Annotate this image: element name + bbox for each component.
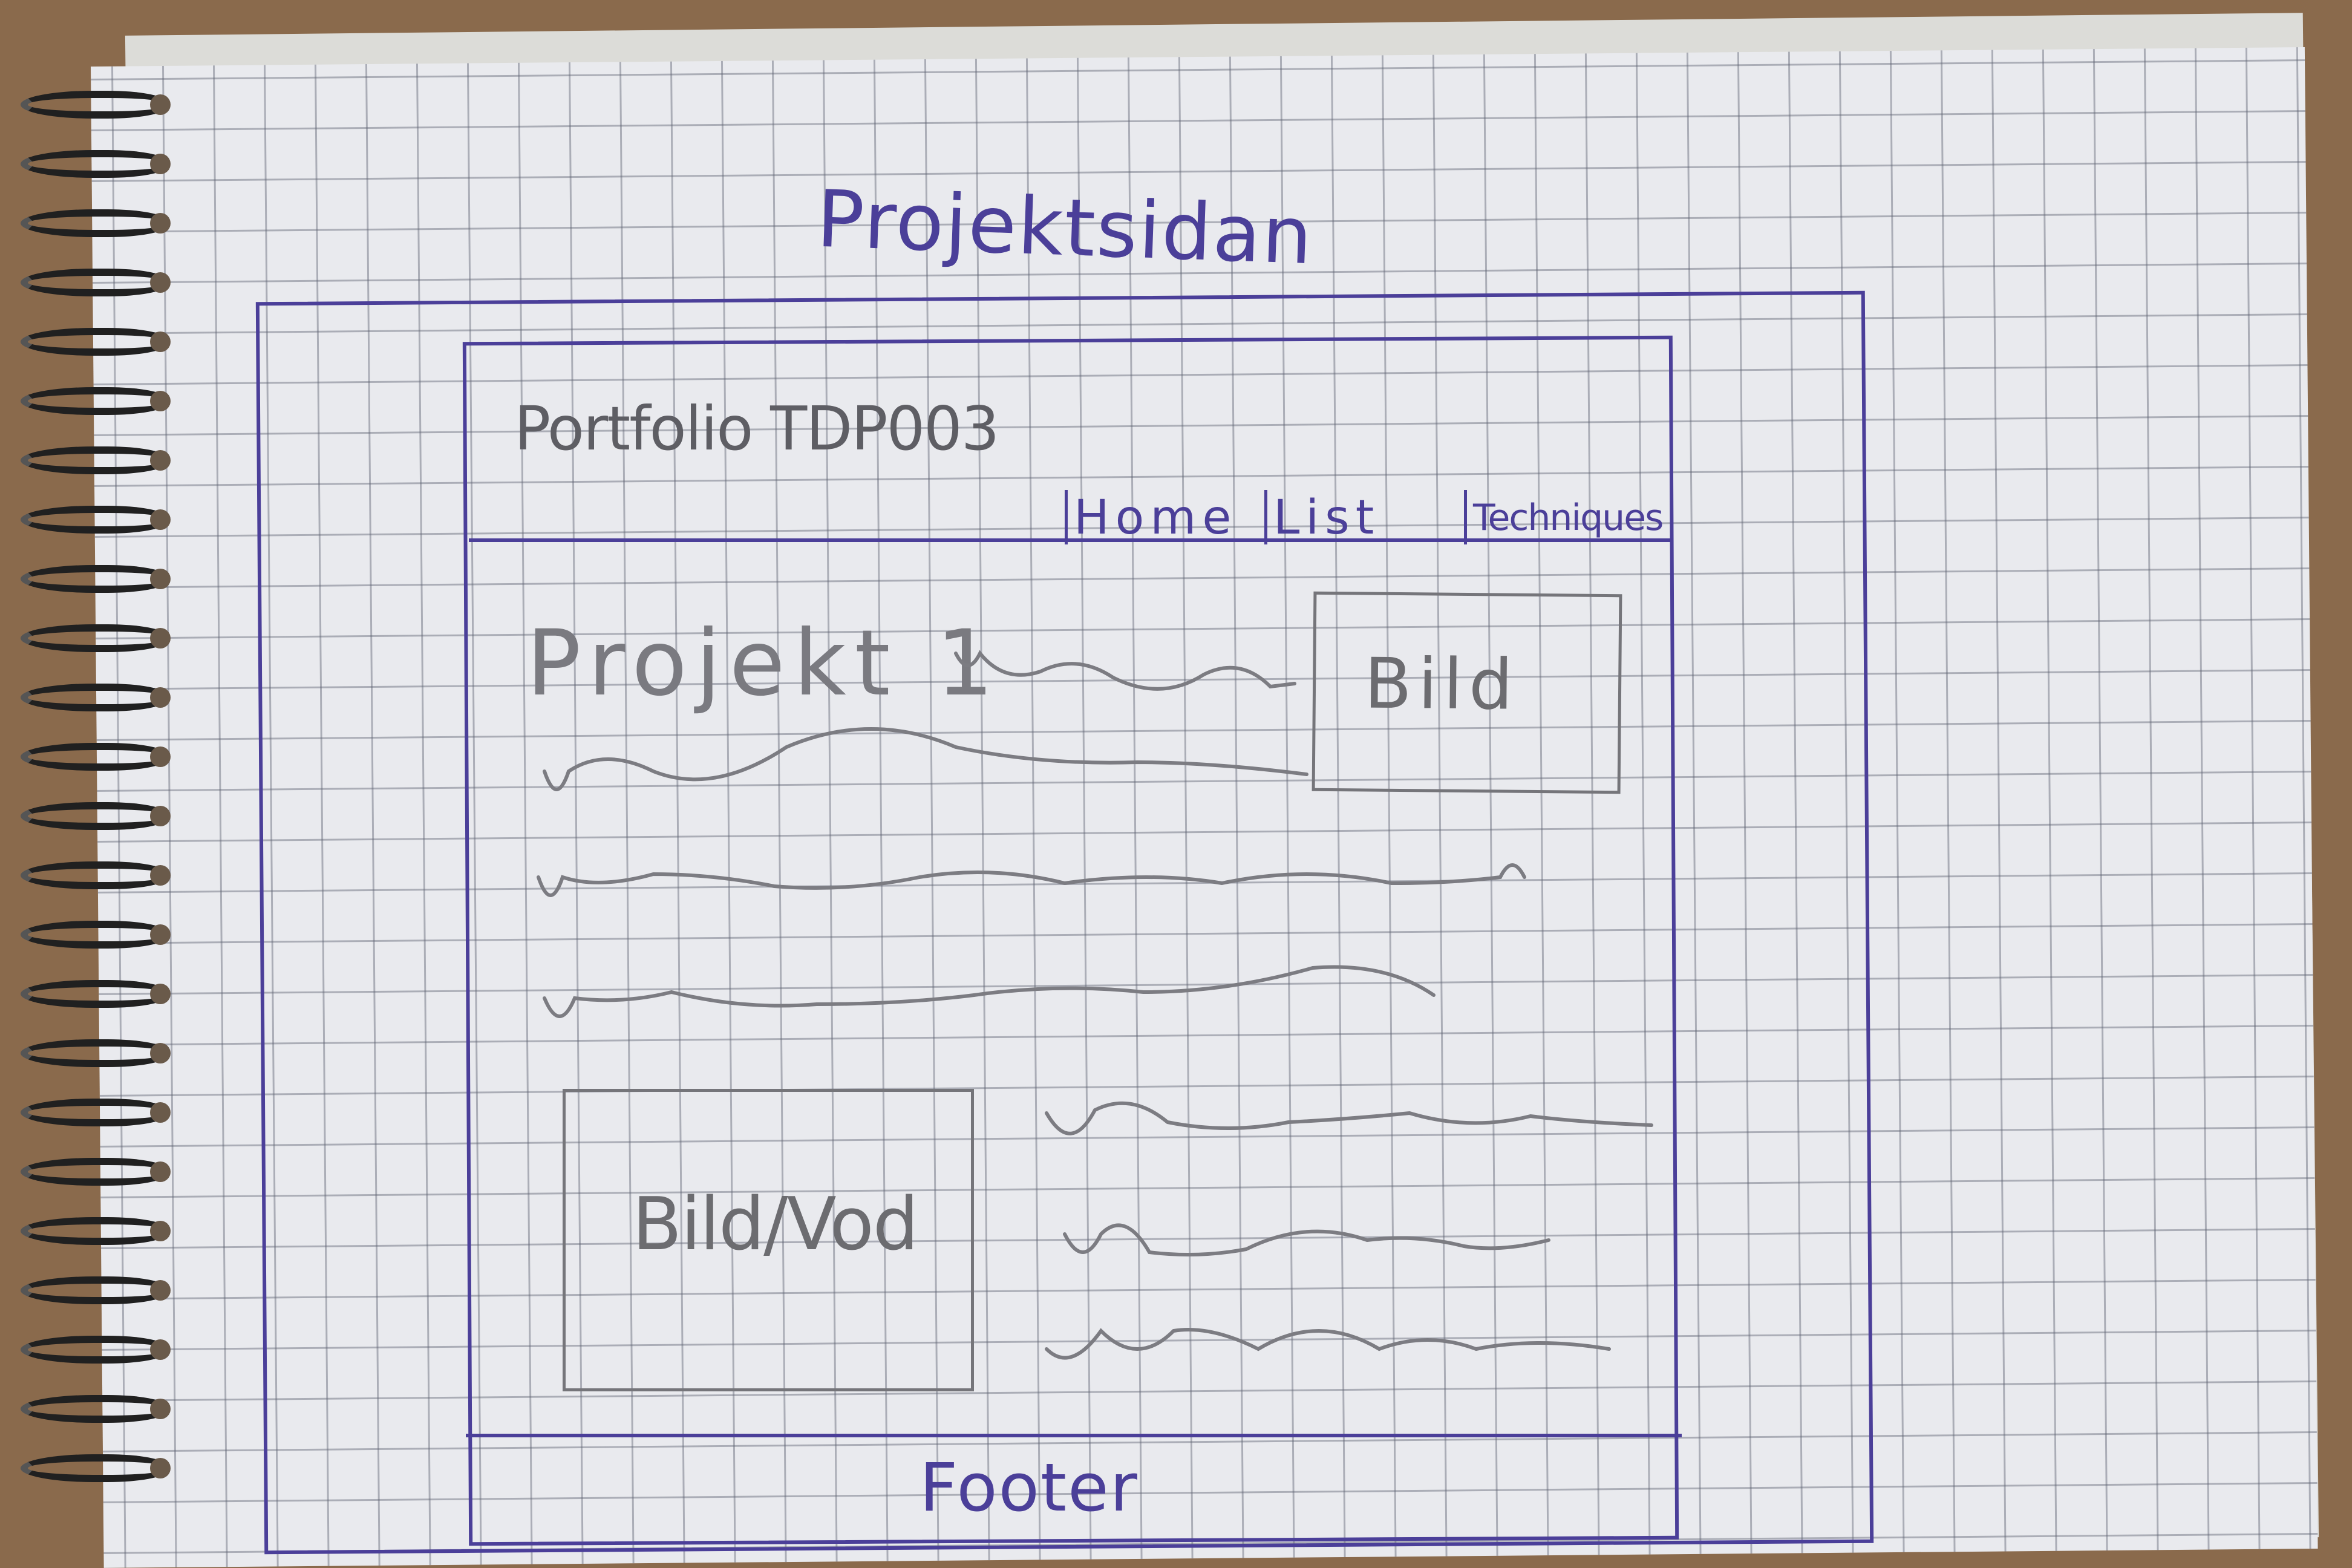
binding-hole: [150, 1161, 171, 1182]
text-line-5: [1045, 1101, 1653, 1135]
spiral-binding: [0, 91, 181, 1568]
media-placeholder: Bild/Vod: [563, 1089, 974, 1391]
binding-hole: [150, 213, 171, 234]
binding-hole: [150, 1339, 171, 1360]
binding-hole: [150, 509, 171, 530]
media-placeholder-label: Bild/Vod: [632, 1183, 919, 1267]
text-line-3: [537, 863, 1526, 897]
footer-label: Footer: [920, 1449, 1138, 1526]
binding-hole: [150, 1043, 171, 1063]
binding-hole: [150, 391, 171, 411]
nav-bar: Home List Techniques: [1065, 490, 1670, 545]
header-divider: [469, 538, 1673, 542]
binding-hole: [150, 746, 171, 767]
project-heading: Projekt 1: [526, 611, 1002, 716]
binding-hole: [150, 865, 171, 886]
binding-hole: [150, 1102, 171, 1123]
binding-hole: [150, 1399, 171, 1419]
text-line-1: [954, 650, 1296, 691]
binding-hole: [150, 984, 171, 1004]
nav-home[interactable]: Home: [1065, 490, 1264, 545]
binding-hole: [150, 1458, 171, 1478]
binding-hole: [150, 272, 171, 293]
binding-hole: [150, 332, 171, 352]
binding-hole: [150, 450, 171, 471]
binding-hole: [150, 1221, 171, 1241]
nav-techniques[interactable]: Techniques: [1464, 490, 1670, 544]
text-line-4: [543, 965, 1436, 1018]
binding-hole: [150, 1280, 171, 1301]
text-line-7: [1045, 1328, 1611, 1360]
text-line-6: [1063, 1223, 1550, 1256]
binding-hole: [150, 628, 171, 648]
spiral-coil: [21, 269, 166, 296]
nav-list[interactable]: List: [1264, 490, 1464, 545]
footer-divider: [466, 1434, 1682, 1437]
text-line-2: [543, 727, 1308, 791]
binding-hole: [150, 569, 171, 589]
binding-hole: [150, 924, 171, 945]
binding-hole: [150, 687, 171, 708]
binding-hole: [150, 154, 171, 174]
binding-hole: [150, 806, 171, 826]
site-title: Portfolio TDP003: [514, 393, 999, 464]
binding-hole: [150, 94, 171, 115]
